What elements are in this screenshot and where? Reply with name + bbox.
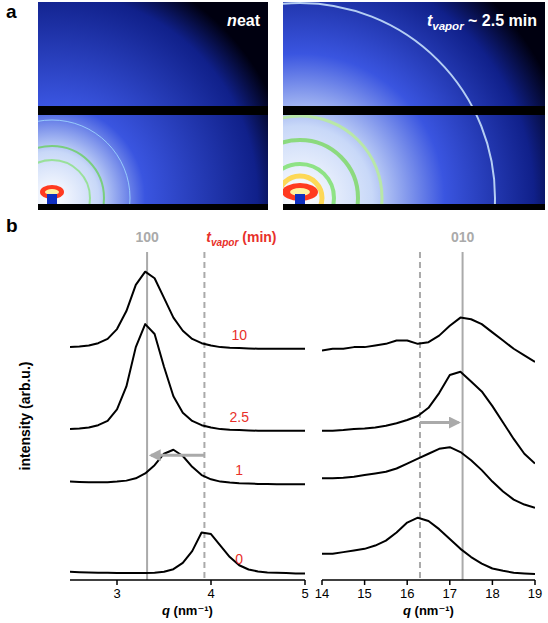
x-axis-title: q (nm⁻¹)	[403, 603, 454, 618]
x-tick-label: 3	[113, 586, 120, 601]
x-axis-title-part: (nm⁻¹)	[170, 603, 213, 618]
image-ground	[283, 2, 545, 210]
x-tick	[534, 580, 536, 585]
image-label: neat	[227, 12, 261, 29]
panel-label: a	[6, 1, 17, 22]
diffraction-ring	[283, 140, 358, 210]
detector-gap	[38, 106, 268, 115]
plot-area	[322, 252, 535, 580]
diffraction-ring	[38, 160, 90, 210]
x-tick-label: 5	[301, 586, 308, 601]
detector-edge	[38, 204, 268, 210]
image-label-part: n	[227, 12, 237, 29]
x-axis	[322, 579, 535, 581]
detector-gap	[283, 106, 545, 115]
profile-line	[70, 532, 305, 573]
scatter-halo	[283, 2, 545, 210]
series-title: tvapor (min)	[206, 229, 276, 248]
diffraction-ring	[283, 164, 334, 210]
x-tick-label: 14	[315, 586, 329, 601]
x-tick-label: 17	[443, 586, 457, 601]
x-axis-title-part: q	[403, 603, 411, 618]
peak-title: 100	[135, 229, 159, 245]
image-label: tvapor ~ 2.5 min	[427, 12, 537, 32]
x-tick	[321, 580, 323, 585]
series-label: 2.5	[229, 409, 249, 425]
x-tick	[364, 580, 366, 585]
x-tick-label: 18	[485, 586, 499, 601]
diffraction-ring	[283, 116, 382, 210]
profile-line	[322, 447, 535, 508]
profile-line	[70, 272, 305, 349]
diffraction-ring	[38, 120, 130, 210]
x-axis-title-part: q	[162, 603, 170, 618]
reference-line	[146, 252, 148, 580]
image-label-part: ~ 2.5 min	[464, 12, 537, 29]
x-tick	[210, 580, 212, 585]
image-label-part: eat	[237, 12, 261, 29]
x-tick-label: 15	[357, 586, 371, 601]
profile-line	[322, 318, 535, 362]
reference-line	[462, 252, 464, 580]
image-label-part: vapor	[432, 20, 464, 32]
series-title-part: vapor	[211, 237, 240, 248]
detector-edge	[283, 204, 545, 210]
profile-line	[322, 372, 535, 464]
x-tick-label: 19	[528, 586, 542, 601]
profile-line	[322, 518, 535, 574]
x-tick	[304, 580, 306, 585]
x-axis	[70, 579, 305, 581]
series-title-part: (min)	[238, 229, 276, 245]
x-tick	[406, 580, 408, 585]
x-axis-title: q (nm⁻¹)	[162, 603, 213, 618]
series-label: 1	[235, 462, 243, 478]
shift-arrow	[420, 421, 459, 424]
x-tick-label: 16	[400, 586, 414, 601]
series-label: 0	[235, 551, 243, 567]
x-tick	[449, 580, 451, 585]
scatter-halo	[38, 2, 268, 210]
panel-label: b	[6, 215, 18, 236]
x-tick	[492, 580, 494, 585]
figure: aneattvapor ~ 2.5 minb345q (nm⁻¹)100inte…	[0, 0, 548, 623]
detector-image	[283, 2, 545, 210]
series-label: 10	[231, 327, 247, 343]
x-tick-label: 4	[207, 586, 214, 601]
image-ground	[38, 2, 268, 210]
x-axis-title-part: (nm⁻¹)	[411, 603, 454, 618]
x-tick	[116, 580, 118, 585]
profile-line	[70, 450, 305, 484]
reference-line	[203, 252, 205, 580]
diffraction-ring	[38, 146, 104, 210]
peak-title: 010	[451, 229, 475, 245]
shift-arrow	[151, 454, 204, 457]
detector-image	[38, 2, 268, 210]
y-axis-title: intensity (arb.u.)	[17, 362, 33, 471]
plot-area	[70, 252, 305, 580]
